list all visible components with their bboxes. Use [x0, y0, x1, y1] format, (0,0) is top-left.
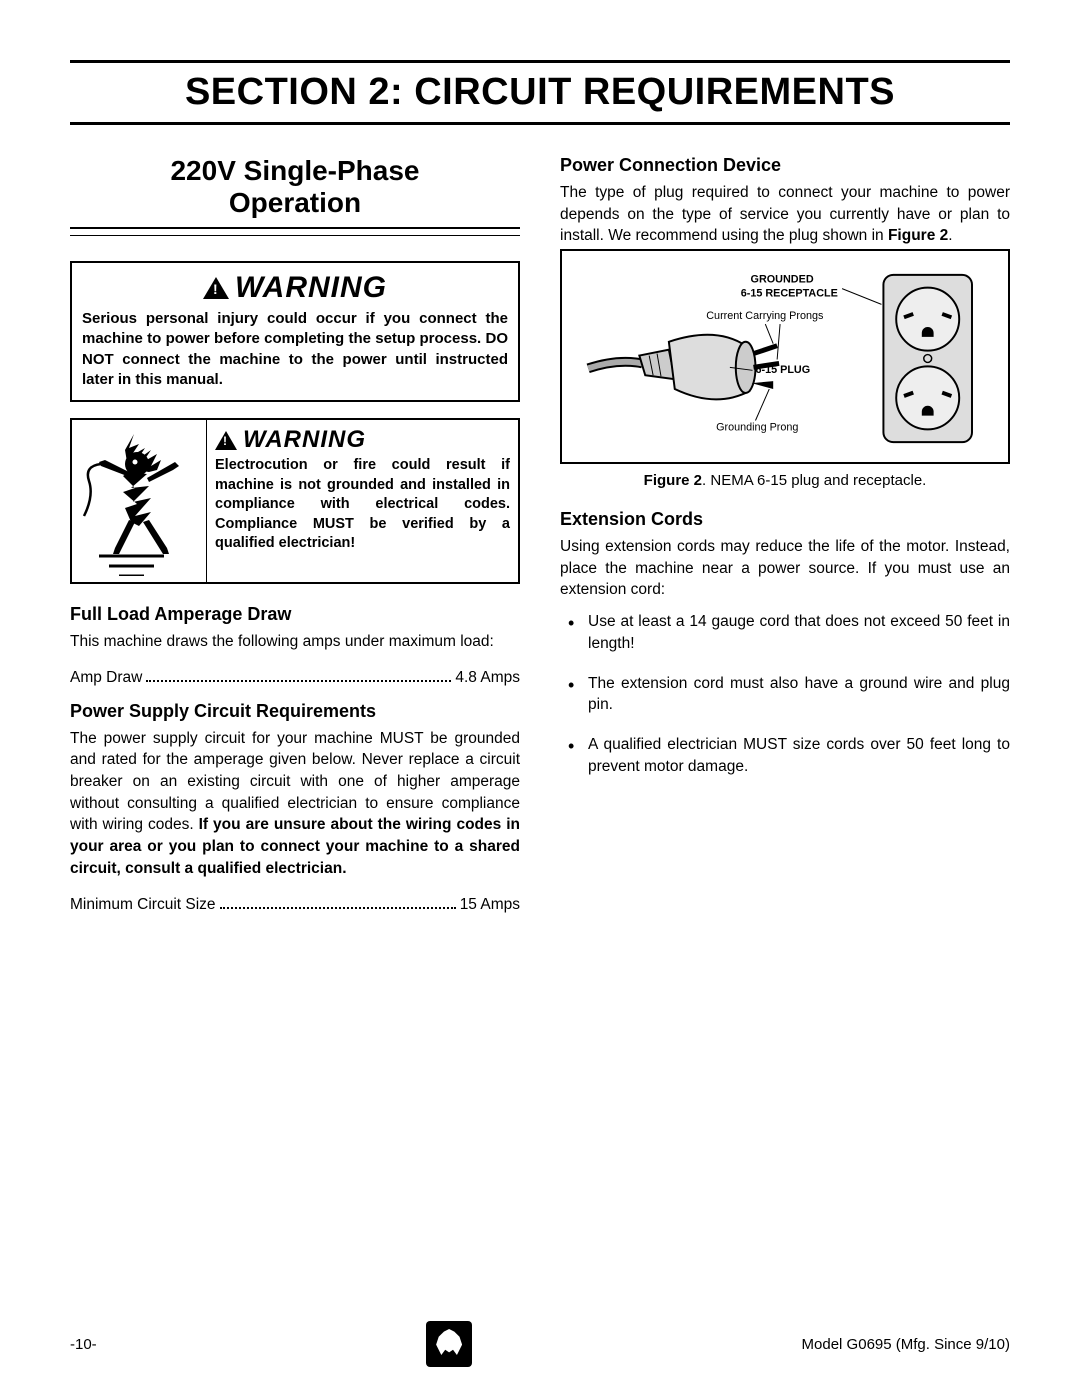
warning-header: WARNING: [82, 271, 508, 305]
left-column: 220V Single-Phase Operation WARNING Seri…: [70, 155, 520, 924]
plug-receptacle-diagram: GROUNDED 6-15 RECEPTACLE Current Carryin…: [576, 265, 994, 452]
min-circuit-value: 15 Amps: [460, 896, 520, 914]
circuit-text: The power supply circuit for your machin…: [70, 728, 520, 880]
extension-bullet-list: Use at least a 14 gauge cord that does n…: [560, 611, 1010, 777]
page-number: -10-: [70, 1336, 97, 1353]
amp-draw-value: 4.8 Amps: [455, 669, 520, 687]
connection-text-bold: Figure 2: [888, 227, 948, 244]
section-title: SECTION 2: CIRCUIT REQUIREMENTS: [70, 60, 1010, 125]
right-column: Power Connection Device The type of plug…: [560, 155, 1010, 924]
figure-2-box: GROUNDED 6-15 RECEPTACLE Current Carryin…: [560, 249, 1010, 464]
fig-label-receptacle: 6-15 RECEPTACLE: [741, 288, 838, 300]
operation-subtitle: 220V Single-Phase Operation: [70, 155, 520, 229]
min-circuit-row: Minimum Circuit Size 15 Amps: [70, 896, 520, 914]
dotted-leader: [146, 680, 451, 682]
fig-label-plug: 6-15 PLUG: [755, 364, 810, 376]
amp-draw-label: Amp Draw: [70, 669, 142, 687]
fig-label-prongs: Current Carrying Prongs: [706, 310, 824, 322]
warning2-header: WARNING: [215, 426, 510, 454]
brand-logo-icon: [426, 1321, 472, 1367]
fig-label-ground: Grounding Prong: [716, 421, 798, 433]
model-info: Model G0695 (Mfg. Since 9/10): [802, 1336, 1010, 1353]
extension-heading: Extension Cords: [560, 509, 1010, 530]
amp-draw-row: Amp Draw 4.8 Amps: [70, 669, 520, 687]
min-circuit-label: Minimum Circuit Size: [70, 896, 216, 914]
warning2-text: Electrocution or fire could result if ma…: [215, 456, 510, 554]
list-item: The extension cord must also have a grou…: [560, 673, 1010, 716]
warning-text: Serious personal injury could occur if y…: [82, 309, 508, 390]
subtitle-line1: 220V Single-Phase: [170, 155, 419, 186]
amperage-heading: Full Load Amperage Draw: [70, 604, 520, 625]
extension-text: Using extension cords may reduce the lif…: [560, 536, 1010, 601]
subtitle-underline: [70, 235, 520, 236]
connection-text: The type of plug required to connect you…: [560, 182, 1010, 247]
warning-box-electrocution: WARNING Electrocution or fire could resu…: [70, 418, 520, 584]
warning2-textcell: WARNING Electrocution or fire could resu…: [207, 420, 518, 582]
warning-triangle-icon: [215, 431, 237, 450]
amperage-text: This machine draws the following amps un…: [70, 631, 520, 653]
figure-caption-rest: . NEMA 6-15 plug and receptacle.: [702, 472, 926, 489]
warning-label: WARNING: [235, 271, 387, 305]
electrocution-icon: [72, 420, 207, 582]
dotted-leader: [220, 907, 456, 909]
fig-label-grounded: GROUNDED: [751, 274, 814, 286]
connection-heading: Power Connection Device: [560, 155, 1010, 176]
list-item: Use at least a 14 gauge cord that does n…: [560, 611, 1010, 654]
warning2-label: WARNING: [243, 426, 366, 454]
warning-box-setup: WARNING Serious personal injury could oc…: [70, 261, 520, 402]
list-item: A qualified electrician MUST size cords …: [560, 734, 1010, 777]
warning-triangle-icon: [203, 277, 229, 299]
figure-2-caption: Figure 2. NEMA 6-15 plug and receptacle.: [560, 472, 1010, 489]
page-footer: -10- Model G0695 (Mfg. Since 9/10): [70, 1321, 1010, 1367]
subtitle-line2: Operation: [229, 187, 361, 218]
two-column-layout: 220V Single-Phase Operation WARNING Seri…: [70, 155, 1010, 924]
circuit-heading: Power Supply Circuit Requirements: [70, 701, 520, 722]
connection-text-post: .: [948, 227, 952, 244]
figure-caption-bold: Figure 2: [644, 472, 702, 489]
